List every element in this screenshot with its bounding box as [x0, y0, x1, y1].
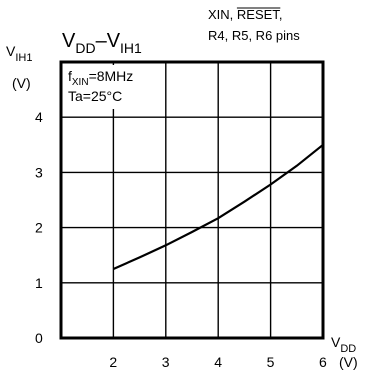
title-dash: – — [96, 30, 108, 52]
x-tick-label: 3 — [162, 354, 170, 370]
x-axis-unit: (V) — [339, 354, 358, 370]
y-axis-label: VIH1 — [6, 43, 32, 64]
pins-suffix: , — [279, 7, 283, 22]
y-label-v: V — [6, 43, 16, 59]
y-tick-label: 0 — [35, 330, 43, 346]
y-tick-label: 2 — [35, 220, 43, 236]
cond-f-value: =8MHz — [89, 68, 134, 84]
x-axis-label: VDD — [331, 334, 356, 355]
x-tick-label: 4 — [214, 354, 222, 370]
x-label-sub: DD — [340, 343, 356, 355]
plot-frame — [59, 60, 325, 340]
tick-labels: 2 3 4 5 6 0 1 2 3 4 — [35, 109, 327, 370]
condition-frequency: fXIN=8MHz — [68, 68, 133, 88]
title-v1: V — [62, 30, 76, 52]
y-tick-label: 1 — [35, 275, 43, 291]
series-line — [112, 143, 324, 271]
x-tick-label: 2 — [109, 354, 117, 370]
title-v2: V — [107, 30, 121, 52]
y-axis-unit: (V) — [12, 75, 31, 91]
cond-f: f — [68, 68, 72, 84]
y-tick-label: 4 — [35, 109, 43, 125]
x-tick-label: 6 — [319, 354, 327, 370]
pins-reset-overline: RESET — [237, 7, 280, 22]
condition-temperature: Ta=25°C — [68, 88, 122, 104]
chart-title: VDD–VIH1 — [62, 30, 142, 56]
pins-line-1: XIN, RESET, — [208, 7, 282, 22]
cond-f-sub: XIN — [72, 77, 89, 88]
x-tick-label: 5 — [267, 354, 275, 370]
x-label-v: V — [331, 334, 341, 350]
y-tick-label: 3 — [35, 164, 43, 180]
conditions-bg — [64, 65, 164, 109]
y-label-sub: IH1 — [15, 52, 32, 64]
pins-line-2: R4, R5, R6 pins — [208, 28, 300, 43]
title-sub-ih1: IH1 — [120, 40, 142, 56]
title-sub-dd: DD — [75, 40, 95, 56]
pins-prefix: XIN, — [208, 7, 237, 22]
